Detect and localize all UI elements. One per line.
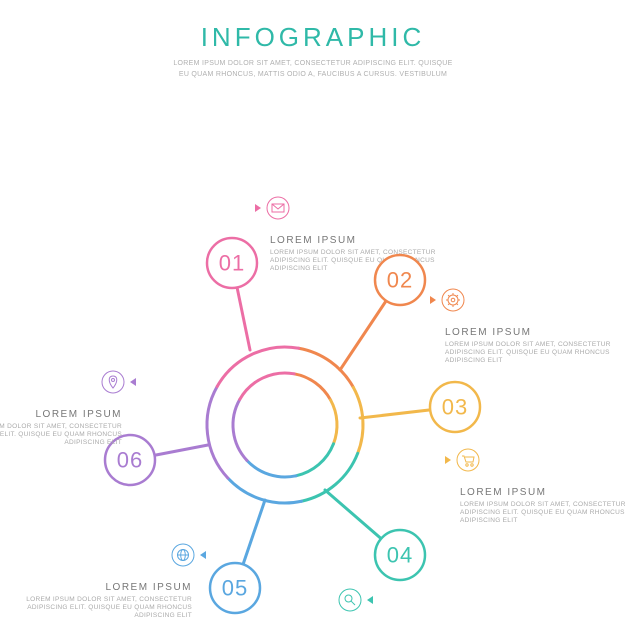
step-desc: ADIPISCING ELIT xyxy=(64,439,122,446)
pointer-triangle xyxy=(255,204,261,212)
mail-icon xyxy=(267,197,289,219)
pointer-triangle xyxy=(130,378,136,386)
step-desc: ADIPISCING ELIT xyxy=(445,357,503,364)
hub-arc-inner xyxy=(233,399,247,460)
step-heading: LOREM IPSUM xyxy=(270,235,357,246)
hub-arc-inner xyxy=(296,444,333,476)
hub-arc-inner xyxy=(240,373,294,399)
pointer-triangle xyxy=(367,596,373,604)
step-desc: ADIPISCING ELIT xyxy=(134,612,192,619)
step-heading: LOREM IPSUM xyxy=(35,409,122,420)
step-desc: LOREM IPSUM DOLOR SIT AMET, CONSECTETUR xyxy=(445,341,611,348)
step-desc: ADIPISCING ELIT xyxy=(460,517,518,524)
step-desc: ADIPISCING ELIT. QUISQUE EU QUAM RHONCUS xyxy=(445,349,610,356)
hub-arc-inner xyxy=(331,400,337,444)
step-number: 06 xyxy=(117,448,143,473)
step-heading: LOREM IPSUM xyxy=(105,582,192,593)
page-subtitle: LOREM IPSUM DOLOR SIT AMET, CONSECTETUR … xyxy=(163,59,463,80)
step-number: 05 xyxy=(222,576,248,601)
step-number: 04 xyxy=(387,543,413,568)
step-desc: ADIPISCING ELIT. QUISQUE EU QUAM RHONCUS xyxy=(27,604,192,611)
step-heading: LOREM IPSUM xyxy=(445,327,532,338)
step-desc: LOREM IPSUM DOLOR SIT AMET, CONSECTETUR xyxy=(0,423,122,430)
hub-arc-inner xyxy=(294,374,330,400)
step-desc: ADIPISCING ELIT xyxy=(270,265,328,272)
cart-icon xyxy=(457,449,479,471)
hub-arc xyxy=(207,386,228,478)
pointer-triangle xyxy=(445,456,451,464)
step-number: 03 xyxy=(442,395,468,420)
step-desc: ADIPISCING ELIT. QUISQUE EU QUAM RHONCUS xyxy=(0,431,122,438)
page-title: INFOGRAPHIC xyxy=(0,22,626,53)
step-desc: LOREM IPSUM DOLOR SIT AMET, CONSECTETUR xyxy=(460,501,626,508)
gear-icon xyxy=(442,289,464,311)
step-number: 02 xyxy=(387,268,413,293)
pointer-triangle xyxy=(200,551,206,559)
pin-icon xyxy=(102,371,124,393)
hub-arc xyxy=(299,348,354,387)
search-icon xyxy=(339,589,361,611)
hub-arc-inner xyxy=(247,460,296,477)
step-desc: LOREM IPSUM DOLOR SIT AMET, CONSECTETUR xyxy=(26,596,192,603)
step-heading: LOREM IPSUM xyxy=(460,487,547,498)
step-desc: LOREM IPSUM DOLOR SIT AMET, CONSECTETUR xyxy=(270,249,436,256)
radial-diagram: 01 LOREM IPSUM LOREM IPSUM DOLOR SIT AMET,… xyxy=(0,80,626,626)
step-number: 01 xyxy=(219,251,245,276)
step-desc: ADIPISCING ELIT. QUISQUE EU QUAM RHONCUS xyxy=(460,509,625,516)
globe-icon xyxy=(172,544,194,566)
hub-arc xyxy=(353,387,363,453)
pointer-triangle xyxy=(430,296,436,304)
